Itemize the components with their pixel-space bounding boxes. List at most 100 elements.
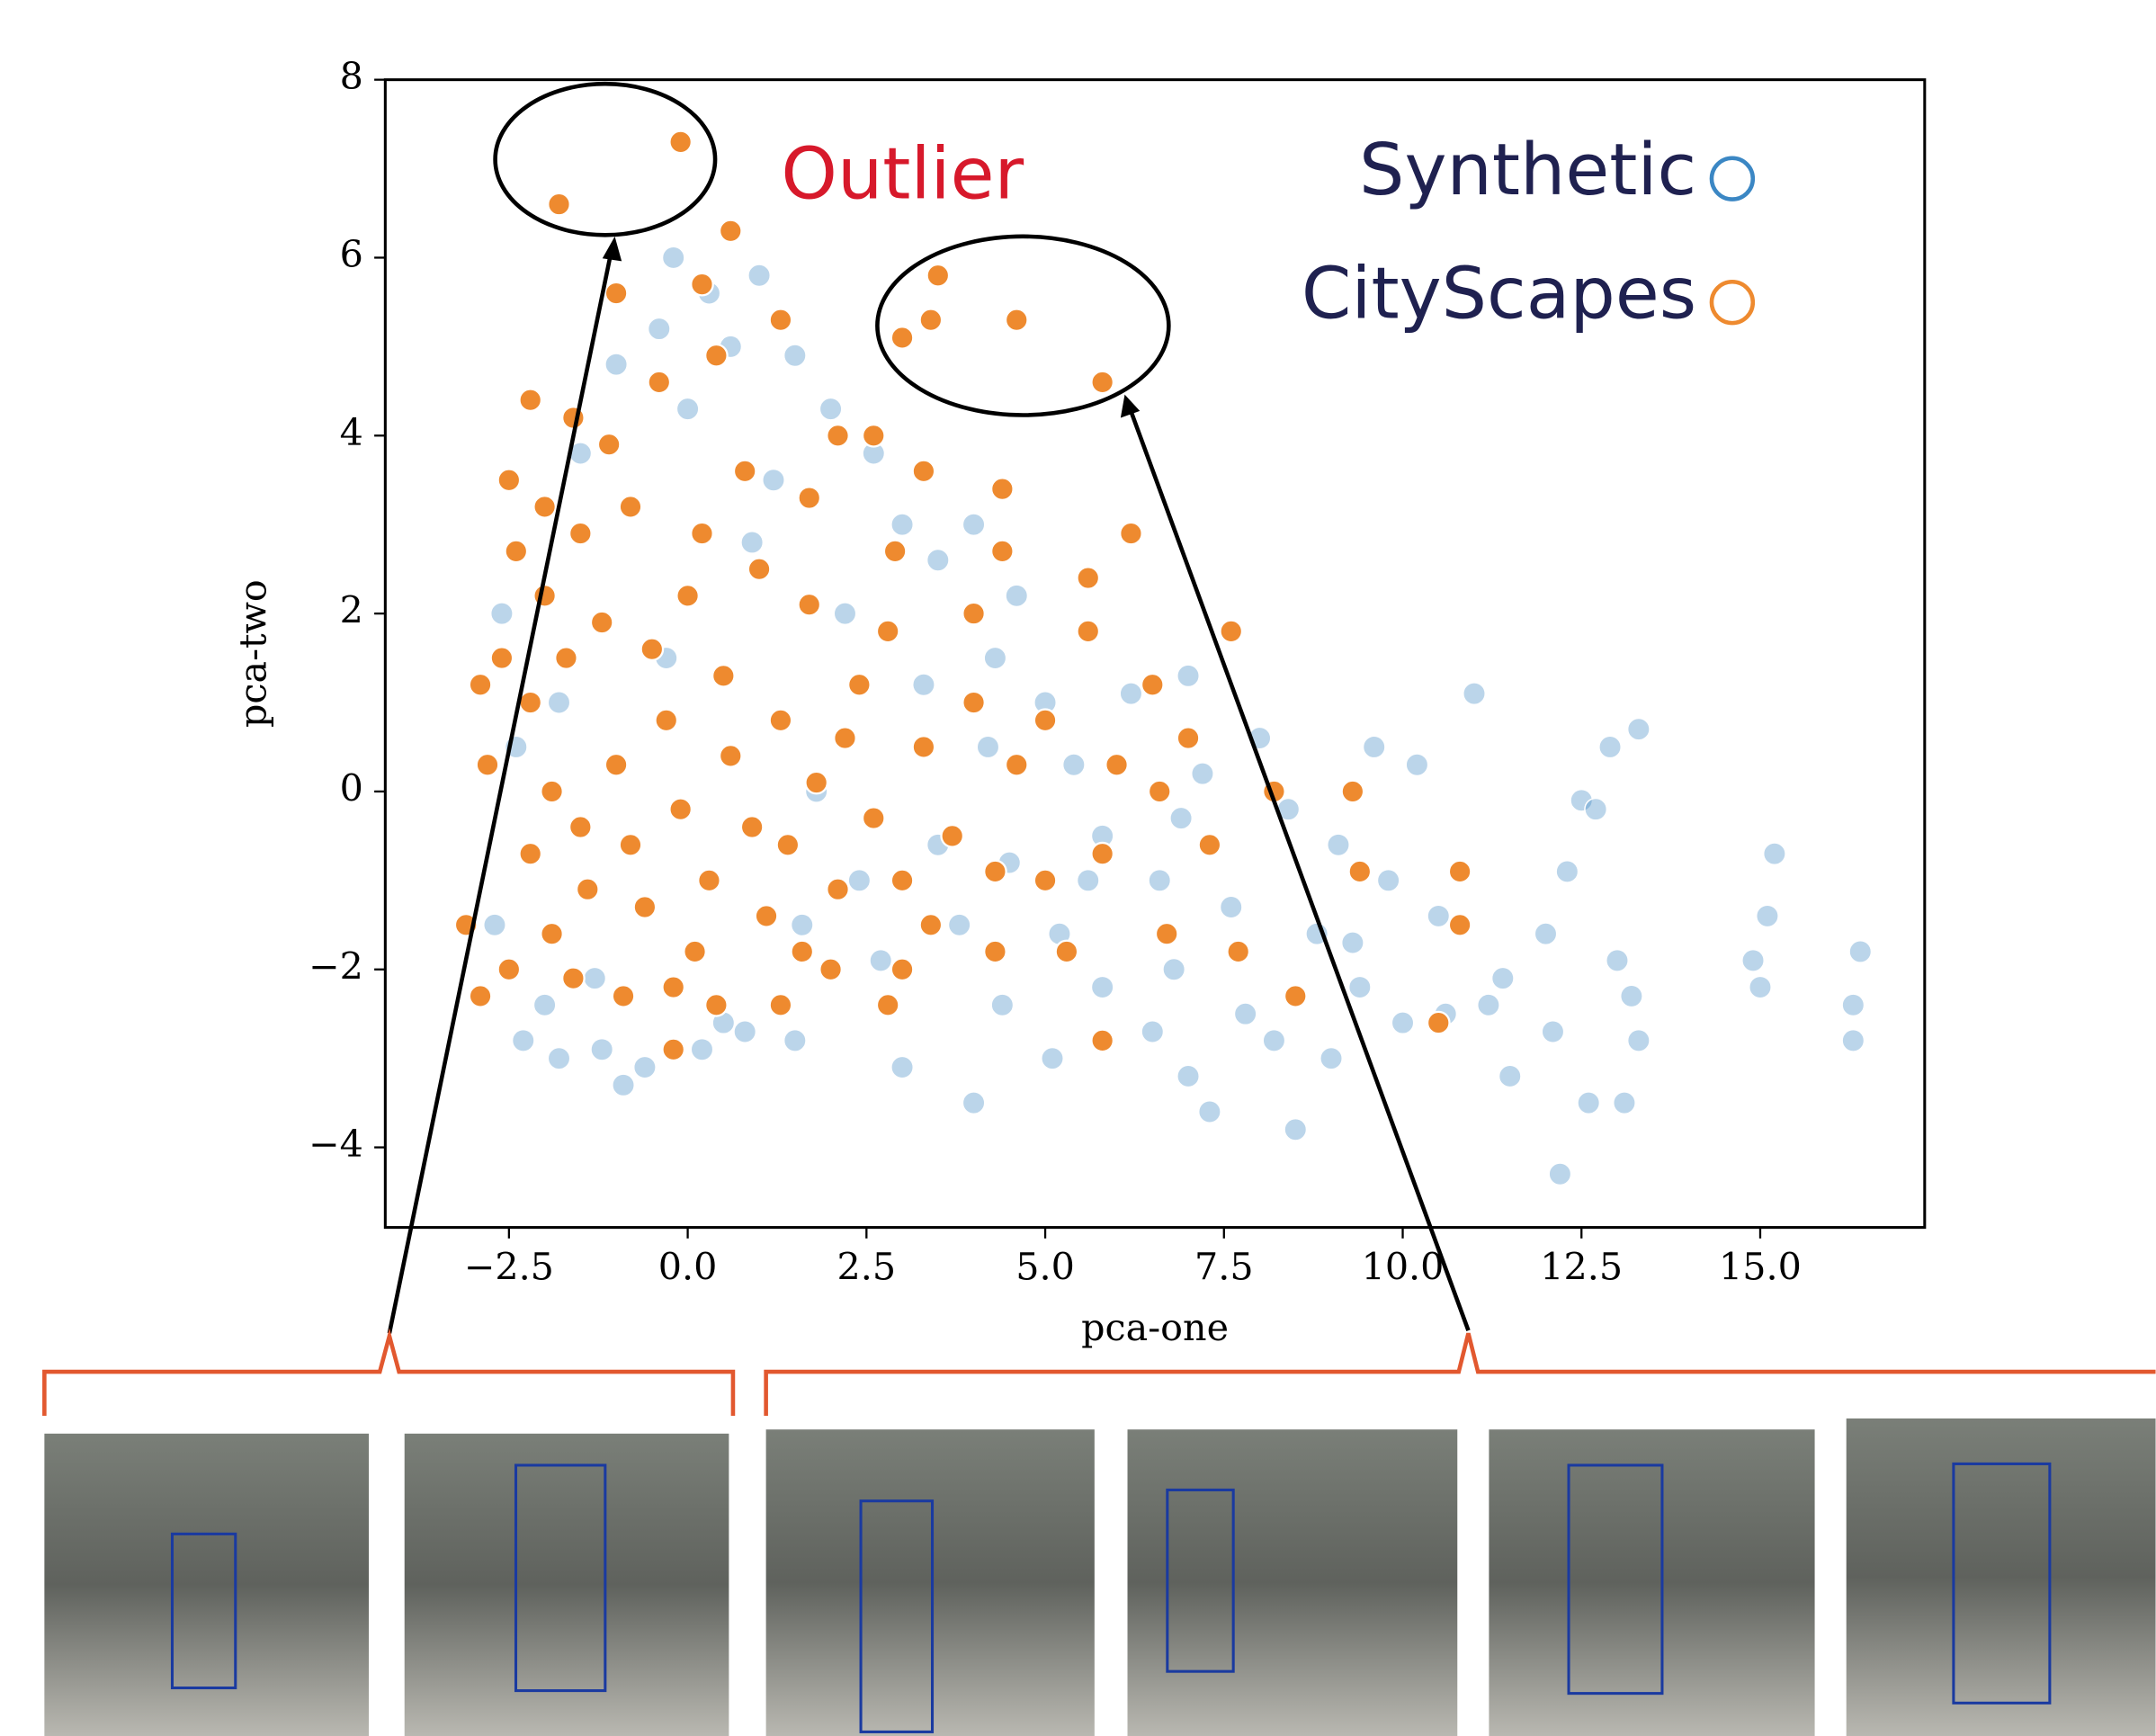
- point: [1091, 976, 1113, 998]
- point: [1120, 683, 1141, 704]
- point: [605, 754, 627, 775]
- point: [1478, 994, 1499, 1016]
- point: [641, 638, 663, 659]
- point: [498, 470, 520, 491]
- point: [1621, 985, 1642, 1007]
- point: [1034, 870, 1056, 891]
- point: [891, 870, 913, 891]
- point: [913, 736, 935, 757]
- point: [477, 754, 498, 775]
- point: [1078, 870, 1099, 891]
- x-tick-label: 10.0: [1362, 1246, 1445, 1289]
- photo: [766, 1429, 1095, 1736]
- point: [1449, 914, 1471, 935]
- point: [555, 647, 577, 668]
- point: [984, 941, 1006, 962]
- point: [756, 905, 777, 926]
- photo-strip: [44, 1418, 2155, 1736]
- point: [927, 550, 949, 571]
- x-tick-label: 7.5: [1194, 1246, 1254, 1289]
- point: [870, 950, 891, 971]
- annotation: Outlier: [781, 132, 1024, 216]
- point: [1177, 1065, 1199, 1087]
- point: [1263, 1030, 1284, 1051]
- point: [1034, 710, 1056, 731]
- point: [920, 309, 942, 330]
- point: [1842, 994, 1864, 1016]
- point: [863, 807, 884, 828]
- point: [748, 558, 770, 579]
- photo: [44, 1434, 369, 1736]
- point: [562, 967, 584, 989]
- point: [1227, 941, 1248, 962]
- point: [848, 674, 870, 695]
- point: [591, 612, 613, 633]
- photo: [1128, 1429, 1458, 1736]
- point: [977, 736, 998, 757]
- point: [1056, 941, 1078, 962]
- point: [613, 985, 634, 1007]
- point: [720, 745, 741, 766]
- point: [720, 220, 741, 242]
- point: [591, 1039, 613, 1060]
- point: [548, 193, 569, 215]
- point: [1614, 1092, 1635, 1114]
- point: [1006, 754, 1027, 775]
- point: [605, 282, 627, 304]
- point: [741, 816, 763, 837]
- point: [991, 478, 1013, 499]
- point: [662, 1039, 684, 1060]
- page: −2.50.02.55.07.510.012.515.0−4−202468pca…: [0, 0, 2156, 1736]
- point: [863, 425, 884, 446]
- point: [891, 1056, 913, 1078]
- point: [548, 692, 569, 713]
- point: [748, 264, 770, 286]
- point: [1377, 870, 1399, 891]
- point: [884, 541, 906, 562]
- y-tick-label: −4: [309, 1123, 363, 1166]
- point: [827, 879, 848, 900]
- point: [669, 131, 691, 153]
- y-axis-label: pca-two: [231, 579, 274, 728]
- point: [669, 798, 691, 819]
- point: [605, 353, 627, 375]
- point: [1078, 567, 1099, 588]
- point: [1549, 1163, 1570, 1185]
- photo: [1847, 1418, 2156, 1736]
- legend-marker: [1712, 282, 1753, 323]
- y-tick-label: −2: [309, 944, 363, 988]
- arrow-head: [603, 237, 622, 262]
- point: [962, 1092, 984, 1114]
- point: [691, 273, 712, 295]
- point: [891, 514, 913, 535]
- bracket: [766, 1333, 2156, 1416]
- point: [848, 870, 870, 891]
- point: [541, 781, 562, 802]
- legend-label: CityScapes: [1302, 252, 1696, 336]
- point: [799, 594, 820, 615]
- point: [519, 389, 541, 410]
- point: [1499, 1065, 1521, 1087]
- point: [891, 959, 913, 980]
- point: [799, 487, 820, 508]
- point: [1599, 736, 1621, 757]
- point: [513, 1030, 534, 1051]
- point: [569, 523, 591, 544]
- point: [1492, 967, 1514, 989]
- point: [698, 870, 720, 891]
- point: [877, 621, 899, 642]
- y-tick-label: 2: [340, 589, 363, 632]
- point: [1163, 959, 1185, 980]
- point: [962, 692, 984, 713]
- point: [805, 772, 827, 793]
- point: [562, 407, 584, 428]
- point: [962, 514, 984, 535]
- point: [676, 398, 698, 419]
- point: [1091, 1030, 1113, 1051]
- point: [1764, 843, 1785, 864]
- point: [1628, 1030, 1650, 1051]
- point: [1063, 754, 1085, 775]
- point: [834, 603, 855, 624]
- point: [1342, 781, 1364, 802]
